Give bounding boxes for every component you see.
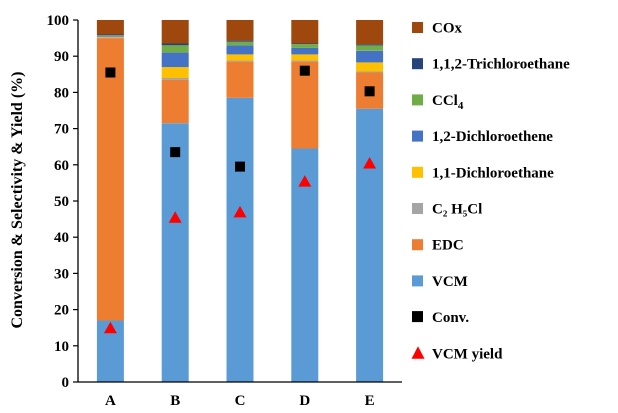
y-tick-label: 90 bbox=[54, 49, 69, 65]
bar-segment-1-2-dichloroethene-e bbox=[356, 51, 383, 63]
legend-swatch-1-1-2-trichloroethane bbox=[412, 58, 423, 69]
y-tick-label: 0 bbox=[62, 375, 70, 391]
bar-segment-1-2-dichloroethene-d bbox=[291, 48, 318, 55]
legend-swatch-conv bbox=[412, 311, 423, 322]
y-tick-label: 30 bbox=[54, 266, 69, 282]
bar-segment-1-2-dichloroethene-c bbox=[227, 45, 254, 54]
legend-label-conv: Conv. bbox=[432, 310, 469, 326]
legend-swatch-vcm bbox=[412, 275, 423, 286]
legend-label-vcm: VCM bbox=[432, 274, 468, 290]
x-tick-label: B bbox=[170, 393, 180, 408]
bar-segment-c2-h5cl-b bbox=[162, 78, 189, 80]
x-tick-label: A bbox=[105, 393, 116, 408]
bar-segment-cox-a bbox=[97, 20, 124, 35]
conv-marker bbox=[170, 147, 180, 157]
x-tick-label: C bbox=[235, 393, 246, 408]
legend-swatch-1-1-dichloroethane bbox=[412, 167, 423, 178]
bar-segment-cox-e bbox=[356, 20, 383, 44]
legend-swatch-ccl bbox=[412, 94, 423, 105]
bar-segment-vcm-e bbox=[356, 109, 383, 382]
bar-segment-1-1-dichloroethane-d bbox=[291, 54, 318, 60]
legend-label-1-2-dichloroethene: 1,2-Dichloroethene bbox=[432, 129, 553, 145]
y-tick-label: 60 bbox=[54, 158, 69, 174]
bar-segment-1-1-dichloroethane-a bbox=[97, 37, 124, 38]
bar-segment-1-1-2-trichloroethane-a bbox=[97, 35, 124, 36]
legend-swatch-c-h-cl bbox=[412, 203, 423, 214]
legend-label-c-h-cl: C₂ H₅Cl bbox=[432, 202, 482, 218]
bar-segment-c2-h5cl-c bbox=[227, 61, 254, 62]
y-tick-label: 70 bbox=[54, 122, 69, 138]
y-tick-label: 100 bbox=[47, 13, 70, 29]
legend-label-text: 1,1,2-Trichloroethane bbox=[432, 57, 570, 73]
bar-segment-cox-c bbox=[227, 20, 254, 41]
bar-segment-ccl4-c bbox=[227, 42, 254, 46]
legend-label-subscript: 4 bbox=[458, 100, 464, 112]
conv-marker bbox=[105, 67, 115, 77]
bar-segment-cox-d bbox=[291, 20, 318, 44]
bar-segment-1-2-dichloroethene-a bbox=[97, 36, 124, 37]
legend: COx 1,1,2-Trichloroethane CCl4 1,2-Dichloro… bbox=[412, 21, 571, 363]
bar-segment-1-1-2-trichloroethane-c bbox=[227, 41, 254, 42]
legend-label-text: COx bbox=[432, 21, 463, 37]
legend-label-text: CCl bbox=[432, 93, 458, 109]
legend-swatch-edc bbox=[412, 239, 423, 250]
bar-segment-1-1-dichloroethane-e bbox=[356, 62, 383, 71]
legend-label-1-1-2-trichloroethane: 1,1,2-Trichloroethane bbox=[432, 57, 570, 73]
conv-marker bbox=[300, 66, 310, 76]
legend-label-text: C₂ H₅Cl bbox=[432, 202, 482, 218]
legend-label-text: 1,1-Dichloroethane bbox=[432, 165, 554, 181]
legend-swatch-1-2-dichloroethene bbox=[412, 131, 423, 142]
bar-segment-vcm-c bbox=[227, 98, 254, 382]
legend-label-text: VCM bbox=[432, 274, 468, 290]
conv-marker bbox=[235, 162, 245, 172]
bar-segment-edc-a bbox=[97, 38, 124, 320]
legend-swatch-cox bbox=[412, 22, 423, 33]
bar-segment-1-1-dichloroethane-c bbox=[227, 54, 254, 60]
legend-label-text: VCM yield bbox=[432, 346, 503, 362]
y-tick-label: 80 bbox=[54, 85, 69, 101]
x-tick-label: D bbox=[299, 393, 310, 408]
legend-label-text: EDC bbox=[432, 238, 464, 254]
bar-segment-ccl4-b bbox=[162, 45, 189, 52]
bar-segment-ccl4-e bbox=[356, 45, 383, 50]
legend-label-vcm-yield: VCM yield bbox=[432, 346, 503, 362]
legend-swatch-vcm-yield bbox=[412, 346, 425, 359]
plot-area: 0 10 20 30 40 50 60 70 80 90 100 A B C D E bbox=[47, 13, 403, 408]
bar-segment-c2-h5cl-a bbox=[97, 37, 124, 38]
bar-segment-1-1-2-trichloroethane-d bbox=[291, 44, 318, 45]
bar-segment-vcm-b bbox=[162, 123, 189, 382]
bar-segment-1-2-dichloroethene-b bbox=[162, 53, 189, 68]
legend-label-ccl: CCl4 bbox=[432, 93, 464, 112]
legend-label-text: 1,2-Dichloroethene bbox=[432, 129, 553, 145]
y-tick-label: 40 bbox=[54, 230, 69, 246]
bar-segment-1-1-2-trichloroethane-b bbox=[162, 44, 189, 46]
bar-segment-c2-h5cl-d bbox=[291, 61, 318, 62]
legend-label-text: Conv. bbox=[432, 310, 469, 326]
legend-label-1-1-dichloroethane: 1,1-Dichloroethane bbox=[432, 165, 554, 181]
y-tick-label: 10 bbox=[54, 339, 69, 355]
bar-segment-cox-b bbox=[162, 20, 189, 44]
bar-segment-edc-b bbox=[162, 80, 189, 123]
y-axis-label: Conversion & Selectivity & Yield (%) bbox=[9, 72, 26, 329]
bar-segment-1-1-dichloroethane-b bbox=[162, 67, 189, 78]
bar-segment-edc-c bbox=[227, 62, 254, 98]
bar-segment-1-1-2-trichloroethane-e bbox=[356, 44, 383, 45]
legend-label-edc: EDC bbox=[432, 238, 464, 254]
bar-segment-ccl4-d bbox=[291, 44, 318, 48]
x-tick-label: E bbox=[365, 393, 375, 408]
legend-label-cox: COx bbox=[432, 21, 463, 37]
bar-segment-c2-h5cl-e bbox=[356, 71, 383, 72]
conv-marker bbox=[365, 86, 375, 96]
y-tick-label: 50 bbox=[54, 194, 69, 210]
y-tick-label: 20 bbox=[54, 303, 69, 319]
